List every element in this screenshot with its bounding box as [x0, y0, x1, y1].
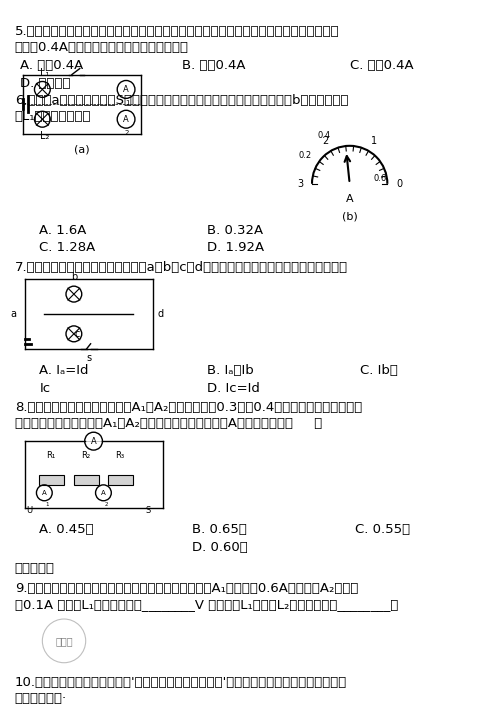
Text: 5.把两个小灯串通后接人电路中，发现两个小灯的亮暗程度不一样，经丈量经过较暗电灯的: 5.把两个小灯串通后接人电路中，发现两个小灯的亮暗程度不一样，经丈量经过较暗电灯… — [15, 25, 340, 38]
Text: D. Ic=Id: D. Ic=Id — [207, 382, 260, 395]
Text: 电阻的地址互换，电流表A₁和A₂的示数却不变，则电流表A的示数可能为（     ）: 电阻的地址互换，电流表A₁和A₂的示数却不变，则电流表A的示数可能为（ ） — [15, 417, 322, 431]
Text: D. 0.60安: D. 0.60安 — [192, 541, 248, 554]
Text: 7.以以下图电路，闭合开关后，比较a、b、c、d四周电流的大小，此中正确的选项是（）: 7.以以下图电路，闭合开关后，比较a、b、c、d四周电流的大小，此中正确的选项是… — [15, 262, 348, 274]
Text: 0.6: 0.6 — [374, 175, 386, 183]
FancyBboxPatch shape — [74, 475, 98, 485]
Text: A. 1.6A: A. 1.6A — [40, 223, 87, 237]
Text: A: A — [101, 490, 106, 496]
Text: B. 小于0.4A: B. 小于0.4A — [182, 59, 246, 71]
Text: R₃: R₃ — [116, 451, 124, 460]
Text: 电路图: 电路图 — [55, 636, 73, 646]
Text: A: A — [90, 437, 96, 445]
Text: C. 1.28A: C. 1.28A — [40, 242, 96, 255]
Text: A: A — [42, 490, 46, 496]
Text: 6.如图（a）所示，当开关S闭合时，两只电流表的指针所指地址均为如图（b）所示，则电: 6.如图（a）所示，当开关S闭合时，两只电流表的指针所指地址均为如图（b）所示，… — [15, 95, 348, 107]
Text: A: A — [123, 115, 129, 124]
Text: 3: 3 — [297, 179, 303, 189]
Text: b: b — [71, 272, 77, 282]
Text: 灯L₁中的电流是（）: 灯L₁中的电流是（） — [15, 110, 92, 123]
Text: A: A — [346, 194, 354, 204]
Text: (a): (a) — [74, 144, 90, 154]
Text: L₁: L₁ — [40, 67, 49, 78]
Text: c: c — [75, 329, 80, 339]
Text: C. Ib＞: C. Ib＞ — [360, 363, 398, 377]
Text: A. 0.45安: A. 0.45安 — [40, 522, 94, 536]
Text: a: a — [10, 309, 16, 319]
Text: R₁: R₁ — [46, 451, 56, 460]
Text: B. 0.65安: B. 0.65安 — [192, 522, 247, 536]
Text: 0: 0 — [396, 179, 402, 189]
Text: 1: 1 — [46, 502, 49, 507]
Text: 电流是0.4A，那么经过较亮电灯的电流将（）: 电流是0.4A，那么经过较亮电灯的电流将（） — [15, 41, 189, 54]
FancyBboxPatch shape — [108, 475, 133, 485]
Text: U: U — [26, 506, 32, 515]
Text: s: s — [86, 353, 91, 363]
Text: S: S — [145, 506, 150, 515]
Text: A. Iₐ=Id: A. Iₐ=Id — [40, 363, 89, 377]
Text: A. 大于0.4A: A. 大于0.4A — [20, 59, 83, 71]
Text: Ic: Ic — [40, 382, 50, 395]
Text: 9.以以下图的电路中，电源为新的三节干电池，电流表A₁的示数为0.6A，电流表A₂的示数: 9.以以下图的电路中，电源为新的三节干电池，电流表A₁的示数为0.6A，电流表A… — [15, 583, 358, 595]
Text: d: d — [158, 309, 164, 319]
Text: B. 0.32A: B. 0.32A — [207, 223, 263, 237]
Text: 1: 1 — [372, 136, 378, 146]
FancyBboxPatch shape — [40, 475, 64, 485]
Text: 2: 2 — [322, 136, 328, 146]
Text: C. 0.55安: C. 0.55安 — [354, 522, 410, 536]
Text: L₂: L₂ — [40, 132, 49, 141]
Text: 2: 2 — [104, 502, 108, 507]
Text: (b): (b) — [342, 211, 357, 221]
Text: B. Iₐ＜Ib: B. Iₐ＜Ib — [207, 363, 254, 377]
Text: 1: 1 — [125, 100, 130, 106]
Text: 记录以下所示·: 记录以下所示· — [15, 691, 67, 705]
Text: 二、填空题: 二、填空题 — [15, 562, 55, 575]
Text: 2: 2 — [125, 130, 130, 136]
Text: D. 没法确立: D. 没法确立 — [20, 76, 70, 90]
Text: 10.丁丁和冬冬同学分别设计了'研究并联电路中电流关系'的实验，他们的实验电路图及数据: 10.丁丁和冬冬同学分别设计了'研究并联电路中电流关系'的实验，他们的实验电路图… — [15, 676, 347, 689]
Text: 0.4: 0.4 — [318, 131, 330, 140]
Text: D. 1.92A: D. 1.92A — [207, 242, 264, 255]
Text: C. 等于0.4A: C. 等于0.4A — [350, 59, 414, 71]
Text: A: A — [123, 85, 129, 94]
Text: R₂: R₂ — [81, 451, 90, 460]
Text: 为0.1A 则灯泡L₁两端的电压为________V 流过灯泡L₁与灯泡L₂的电流之比为________。: 为0.1A 则灯泡L₁两端的电压为________V 流过灯泡L₁与灯泡L₂的电… — [15, 598, 398, 611]
Text: 8.在以以下图的电路中，电流表A₁和A₂的示数分别为0.3安和0.4安，若将电路中的某两个: 8.在以以下图的电路中，电流表A₁和A₂的示数分别为0.3安和0.4安，若将电路… — [15, 402, 362, 414]
Text: 0.2: 0.2 — [298, 151, 312, 160]
